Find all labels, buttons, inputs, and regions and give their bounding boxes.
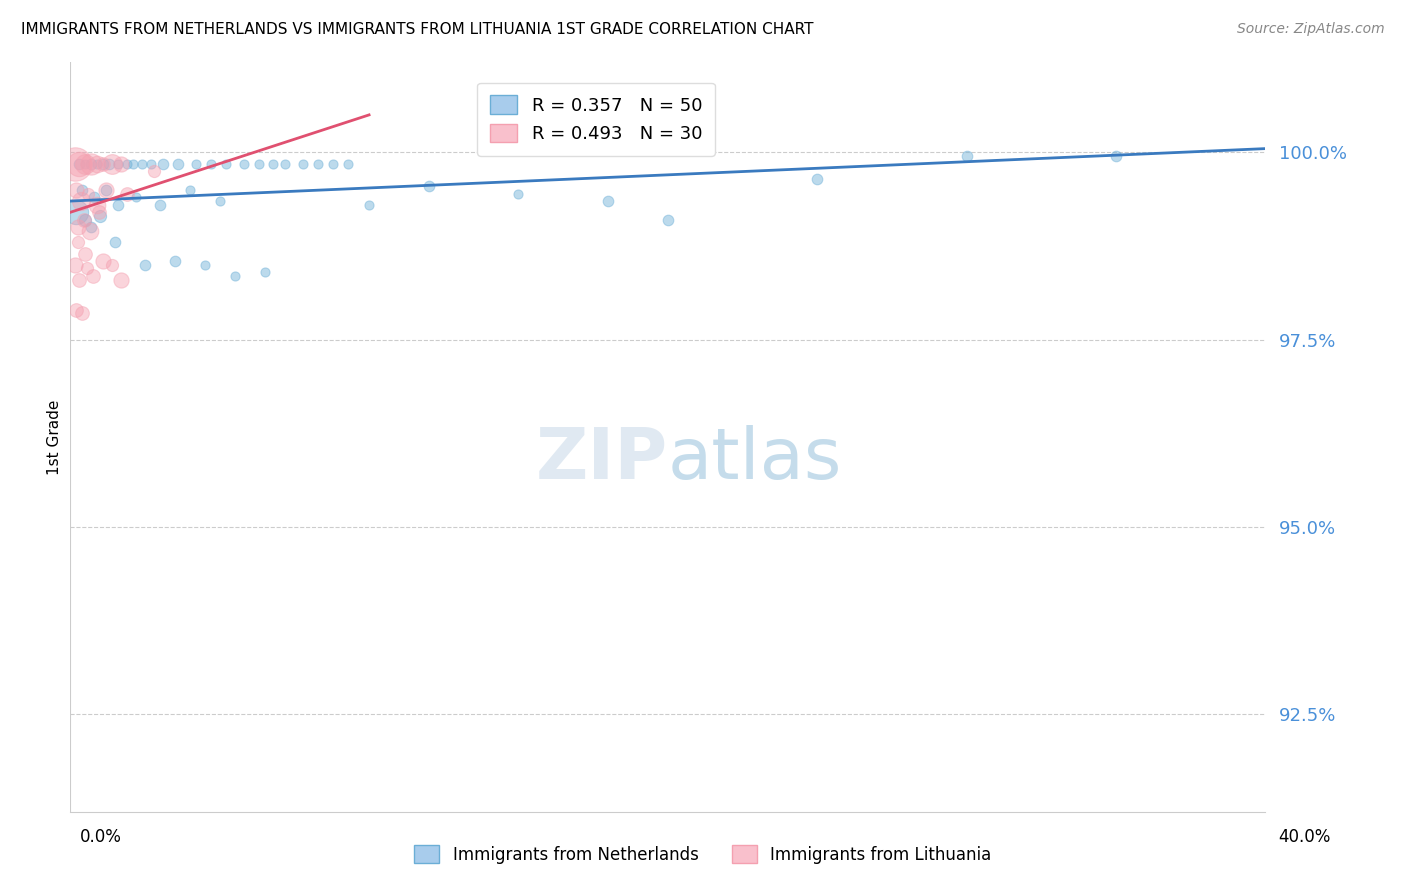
Point xyxy=(274,156,297,170)
Point xyxy=(67,273,90,287)
Point xyxy=(75,156,97,170)
Point xyxy=(66,220,89,235)
Point xyxy=(232,156,254,170)
Text: ZIP: ZIP xyxy=(536,425,668,494)
Point xyxy=(87,205,110,219)
Point xyxy=(69,194,91,208)
Point xyxy=(224,268,246,283)
Point xyxy=(86,198,108,212)
Point xyxy=(76,261,98,276)
Point xyxy=(80,156,103,170)
Point xyxy=(152,156,174,170)
Point xyxy=(122,156,145,170)
Point xyxy=(101,156,124,170)
Point xyxy=(115,156,138,170)
Y-axis label: 1st Grade: 1st Grade xyxy=(46,400,62,475)
Point xyxy=(167,156,190,170)
Point xyxy=(149,198,172,212)
Text: 40.0%: 40.0% xyxy=(1278,828,1331,846)
Point xyxy=(66,235,89,250)
Point xyxy=(83,190,105,204)
Point xyxy=(65,183,87,197)
Point xyxy=(359,198,381,212)
Point xyxy=(82,268,104,283)
Point xyxy=(208,194,231,208)
Point xyxy=(253,265,276,279)
Point xyxy=(598,194,620,208)
Point xyxy=(73,246,96,260)
Legend: Immigrants from Netherlands, Immigrants from Lithuania: Immigrants from Netherlands, Immigrants … xyxy=(408,838,998,871)
Point xyxy=(79,224,101,238)
Point xyxy=(63,156,86,170)
Point xyxy=(292,156,315,170)
Point xyxy=(337,156,360,170)
Point xyxy=(200,156,222,170)
Text: IMMIGRANTS FROM NETHERLANDS VS IMMIGRANTS FROM LITHUANIA 1ST GRADE CORRELATION C: IMMIGRANTS FROM NETHERLANDS VS IMMIGRANT… xyxy=(21,22,814,37)
Point xyxy=(65,205,87,219)
Text: Source: ZipAtlas.com: Source: ZipAtlas.com xyxy=(1237,22,1385,37)
Point xyxy=(70,183,93,197)
Point xyxy=(143,164,166,178)
Point xyxy=(322,156,344,170)
Point xyxy=(80,156,103,170)
Legend: R = 0.357   N = 50, R = 0.493   N = 30: R = 0.357 N = 50, R = 0.493 N = 30 xyxy=(478,83,714,156)
Point xyxy=(75,212,97,227)
Point xyxy=(73,212,96,227)
Point xyxy=(1105,149,1128,163)
Point xyxy=(70,306,93,320)
Text: atlas: atlas xyxy=(668,425,842,494)
Point xyxy=(86,156,108,170)
Point xyxy=(163,254,186,268)
Point xyxy=(80,220,103,235)
Point xyxy=(125,190,148,204)
Point xyxy=(110,273,132,287)
Point xyxy=(134,258,156,272)
Point xyxy=(179,183,201,197)
Point xyxy=(65,302,87,317)
Point xyxy=(104,235,127,250)
Point xyxy=(89,209,111,223)
Point xyxy=(508,186,530,201)
Point xyxy=(96,183,117,197)
Point xyxy=(75,156,97,170)
Point xyxy=(67,156,90,170)
Point xyxy=(247,156,270,170)
Point xyxy=(77,186,100,201)
Point xyxy=(107,156,129,170)
Point xyxy=(131,156,153,170)
Point xyxy=(91,156,114,170)
Point xyxy=(86,156,108,170)
Point xyxy=(307,156,329,170)
Point xyxy=(194,258,217,272)
Point xyxy=(101,258,124,272)
Point xyxy=(214,156,236,170)
Point xyxy=(418,179,440,194)
Point xyxy=(139,156,162,170)
Point xyxy=(96,183,117,197)
Point xyxy=(956,149,979,163)
Point xyxy=(115,186,138,201)
Point xyxy=(806,171,828,186)
Point xyxy=(263,156,285,170)
Point xyxy=(91,156,114,170)
Point xyxy=(184,156,207,170)
Point xyxy=(107,198,129,212)
Point xyxy=(91,254,114,268)
Point xyxy=(657,212,679,227)
Point xyxy=(63,258,86,272)
Point xyxy=(67,156,90,170)
Text: 0.0%: 0.0% xyxy=(80,828,122,846)
Point xyxy=(110,156,132,170)
Point xyxy=(98,156,121,170)
